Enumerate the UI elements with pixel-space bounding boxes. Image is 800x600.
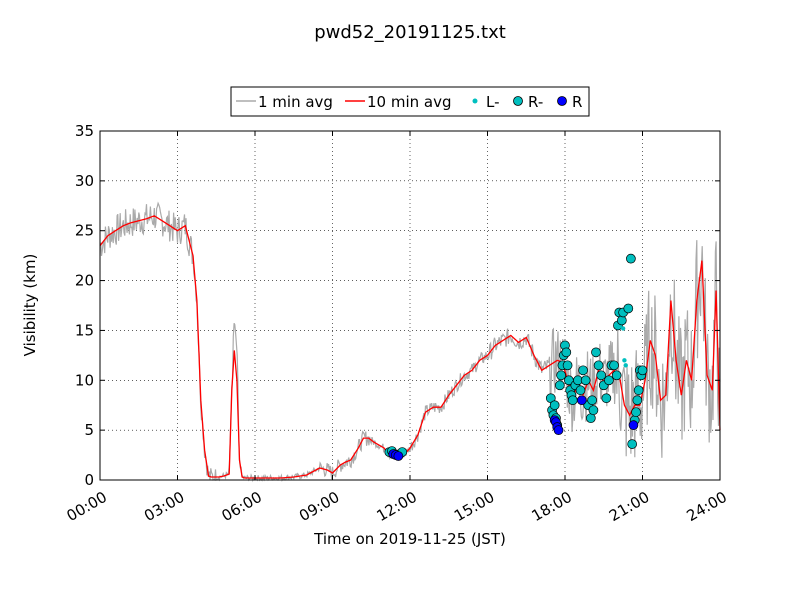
legend-label-rminus: R-	[528, 93, 543, 111]
marker-r-minus	[611, 370, 622, 381]
y-tick-label: 35	[75, 122, 94, 140]
marker-r-minus	[616, 315, 627, 326]
marker-r-minus	[601, 393, 612, 404]
marker-r-minus	[632, 395, 643, 406]
marker-r-minus	[562, 360, 573, 371]
marker-r	[628, 420, 639, 431]
marker-r	[576, 395, 587, 406]
marker-r-minus	[554, 380, 565, 391]
marker-r-minus	[556, 370, 566, 381]
plot-area	[99, 201, 721, 483]
x-tick-label: 15:00	[451, 488, 497, 525]
marker-r-minus	[627, 439, 638, 449]
marker-l-minus	[620, 326, 626, 331]
legend-label-10min: 10 min avg	[367, 93, 452, 111]
marker-r-minus	[637, 365, 648, 376]
legend-label-r: R	[572, 93, 582, 111]
x-tick-label: 12:00	[374, 488, 420, 525]
y-tick-label: 25	[75, 222, 94, 240]
marker-r	[393, 451, 404, 461]
marker-r-minus	[549, 400, 560, 411]
x-tick-label: 06:00	[219, 488, 265, 525]
chart-title: pwd52_20191125.txt	[314, 22, 506, 43]
y-tick-label: 10	[75, 371, 94, 389]
marker-r-minus	[575, 385, 586, 396]
marker-r-minus	[593, 360, 604, 371]
marker-r-minus	[567, 395, 578, 406]
y-tick-label: 20	[75, 272, 94, 290]
y-axis: 0 5 10 15 20 25 30 35	[75, 122, 720, 489]
x-tick-label: 18:00	[529, 488, 575, 525]
marker-r-minus	[623, 303, 634, 314]
x-tick-label: 21:00	[606, 488, 652, 525]
y-axis-label: Visibility (km)	[21, 254, 39, 357]
marker-r-minus	[626, 253, 636, 264]
legend-swatch-lminus	[472, 98, 478, 104]
legend-label-1min: 1 min avg	[258, 93, 333, 111]
series-1min-avg-line	[99, 201, 721, 483]
marker-r-minus	[609, 360, 619, 371]
marker-l-minus	[623, 363, 628, 368]
marker-r-minus	[591, 347, 601, 358]
series-10min-avg-line	[99, 215, 721, 479]
marker-r-minus	[561, 347, 572, 358]
marker-r-minus	[580, 375, 591, 386]
marker-r-minus	[578, 365, 588, 376]
marker-r-minus	[588, 405, 599, 416]
legend: 1 min avg 10 min avg L- R- R	[230, 86, 590, 117]
x-tick-label: 03:00	[141, 488, 187, 525]
legend-swatch-rminus	[513, 96, 523, 106]
marker-r-minus	[633, 385, 644, 396]
legend-label-lminus: L-	[486, 93, 500, 111]
x-axis-label: Time on 2019-11-25 (JST)	[313, 530, 506, 548]
marker-r-minus	[585, 413, 596, 424]
marker-r-minus	[596, 370, 607, 381]
x-axis: 00:00 03:00 06:00 09:00 12:00 15:00 18:00 21:00…	[64, 131, 730, 525]
x-tick-label: 24:00	[684, 488, 730, 525]
x-tick-label: 09:00	[296, 488, 342, 525]
y-tick-label: 30	[75, 172, 94, 190]
y-tick-label: 15	[75, 321, 94, 339]
legend-box	[230, 86, 590, 117]
marker-r-minus	[631, 407, 641, 418]
marker-l-minus	[622, 358, 627, 363]
legend-swatch-r	[557, 96, 567, 106]
marker-r-minus	[587, 395, 597, 406]
marker-r-minus	[604, 375, 614, 386]
x-tick-label: 00:00	[64, 488, 110, 525]
marker-r	[553, 425, 564, 435]
y-tick-label: 0	[84, 471, 94, 489]
y-tick-label: 5	[84, 421, 94, 439]
